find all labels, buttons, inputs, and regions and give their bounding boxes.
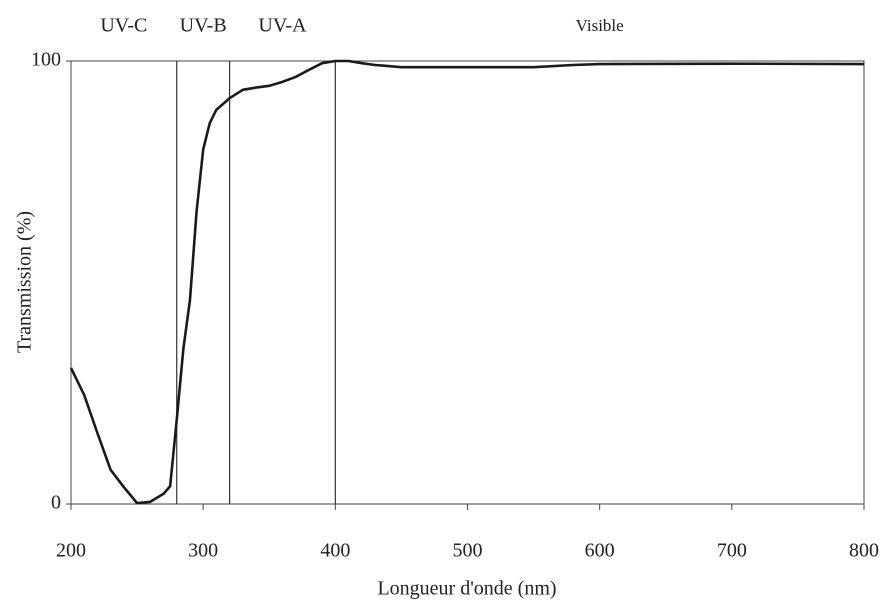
x-tick-label: 300 xyxy=(188,540,218,562)
region-label: UV-A xyxy=(258,15,307,37)
region-label: UV-C xyxy=(100,15,147,37)
plot-frame xyxy=(70,60,865,505)
y-tick-label: 0 xyxy=(51,492,61,514)
x-tick-label: 700 xyxy=(717,540,747,562)
region-label: UV-B xyxy=(180,15,227,37)
y-axis-label: Transmission (%) xyxy=(14,211,36,353)
x-tick-label: 200 xyxy=(56,540,86,562)
y-tick-label: 100 xyxy=(31,49,61,71)
data-line xyxy=(69,59,865,505)
x-tick-label: 400 xyxy=(320,540,350,562)
x-axis-label: Longueur d'onde (nm) xyxy=(377,578,556,600)
x-tick-label: 800 xyxy=(849,540,879,562)
x-tick-label: 500 xyxy=(453,540,483,562)
region-label: Visible xyxy=(576,16,624,35)
x-tick-label: 600 xyxy=(585,540,615,562)
